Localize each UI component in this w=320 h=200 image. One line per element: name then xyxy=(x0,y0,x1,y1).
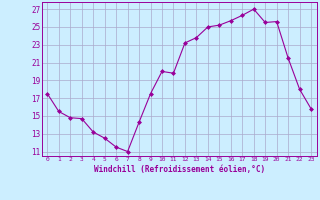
X-axis label: Windchill (Refroidissement éolien,°C): Windchill (Refroidissement éolien,°C) xyxy=(94,165,265,174)
